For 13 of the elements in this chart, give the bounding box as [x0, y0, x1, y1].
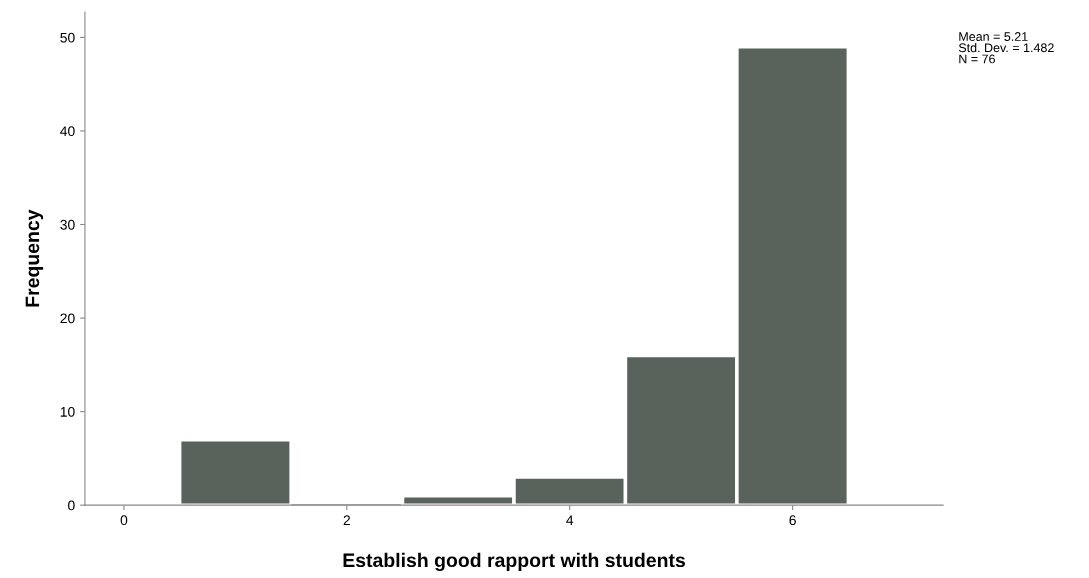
x-axis-title: Establish good rapport with students: [343, 552, 685, 572]
y-axis-title: Frequency: [25, 209, 44, 307]
x-tick-label: 2: [343, 515, 350, 525]
x-tick-label: 4: [566, 515, 574, 525]
y-tick-label: 10: [60, 406, 75, 417]
y-tick-label: 30: [60, 219, 75, 230]
x-tick-label: 6: [789, 515, 796, 526]
text: Mean = 5.21 Std. Dev. = 1.482 N = 76: [958, 32, 1054, 64]
y-tick-label: 0: [68, 500, 75, 511]
y-tick-label: 20: [60, 313, 75, 324]
x-tick-label: 0: [120, 515, 128, 526]
y-tick-label: 50: [60, 32, 75, 43]
y-tick-label: 40: [60, 126, 75, 137]
